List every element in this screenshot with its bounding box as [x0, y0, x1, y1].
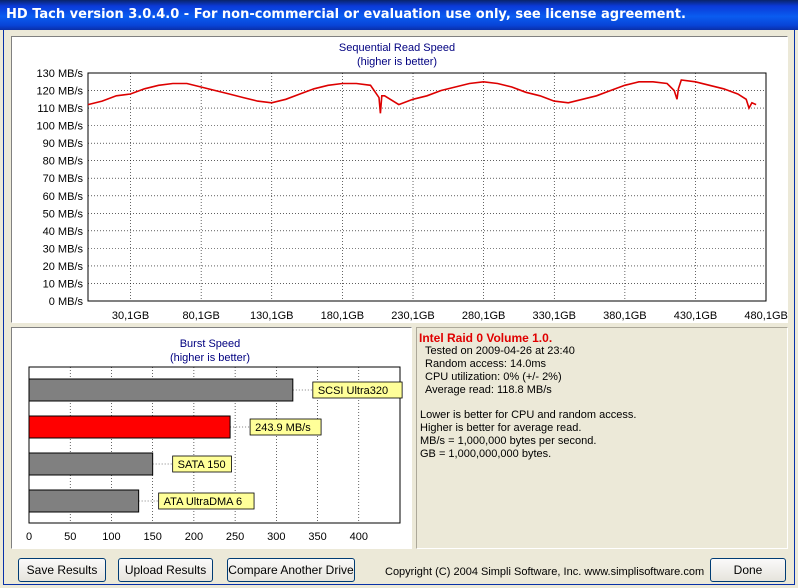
copyright-text: Copyright (C) 2004 Simpli Software, Inc.…	[385, 566, 705, 578]
cpu-utilization: CPU utilization: 0% (+/- 2%)	[425, 371, 562, 383]
average-read: Average read: 118.8 MB/s	[425, 384, 552, 396]
save-results-label: Save Results	[26, 563, 98, 577]
random-access: Random access: 14.0ms	[425, 358, 547, 370]
note-mbs: MB/s = 1,000,000 bytes per second.	[420, 435, 597, 447]
tested-on: Tested on 2009-04-26 at 23:40	[425, 345, 575, 357]
upload-results-label: Upload Results	[124, 563, 207, 577]
compare-drive-button[interactable]: Compare Another Drive	[227, 558, 355, 582]
done-label: Done	[733, 563, 763, 577]
save-results-button[interactable]: Save Results	[18, 558, 106, 582]
sequential-read-panel	[11, 36, 788, 323]
compare-drive-label: Compare Another Drive	[228, 563, 354, 577]
results-panel	[416, 327, 788, 549]
note-cpu: Lower is better for CPU and random acces…	[420, 409, 637, 421]
note-read: Higher is better for average read.	[420, 422, 582, 434]
title-bar: HD Tach version 3.0.4.0 - For non-commer…	[0, 0, 798, 30]
done-button[interactable]: Done	[710, 558, 786, 582]
note-gb: GB = 1,000,000,000 bytes.	[420, 448, 552, 460]
window-title: HD Tach version 3.0.4.0 - For non-commer…	[6, 7, 686, 22]
upload-results-button[interactable]: Upload Results	[118, 558, 213, 582]
burst-speed-panel	[11, 327, 412, 549]
drive-name: Intel Raid 0 Volume 1.0.	[419, 331, 553, 345]
